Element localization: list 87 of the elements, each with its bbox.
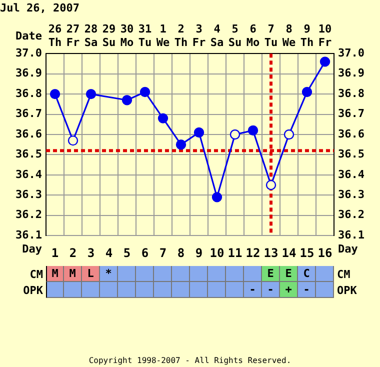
x-tick-label: 5 Su [228, 22, 242, 49]
y-tick-label: 36.6 [16, 127, 42, 140]
x2-tick-label: 13 [264, 246, 278, 260]
x-tick-label: 3 Fr [192, 22, 206, 49]
point [212, 192, 222, 202]
x-tick-label: 8 We [282, 22, 296, 49]
x2-tick-label: 4 [105, 246, 113, 260]
text: C [303, 267, 310, 280]
y2-tick-label: 36.4 [338, 168, 365, 181]
x2-tick-label: 9 [195, 246, 203, 260]
point [302, 86, 312, 98]
category-label: CM [30, 268, 43, 280]
chart-title: Jul 26, 2007 [0, 1, 80, 14]
y2-tick-label: 36.9 [338, 66, 364, 80]
x2-tick-label: 1 [51, 246, 59, 260]
point [158, 113, 168, 124]
x2-tick-label: 6 [141, 246, 149, 260]
text: Copyright 1998-2007 - All Rights Reserved. [88, 356, 292, 365]
y2-tick-label: 37.0 [338, 46, 364, 60]
text: * [105, 267, 112, 280]
x-tick-label: 27 Fr [66, 22, 80, 49]
text: + [285, 283, 292, 296]
x-tick-label: 9 Th [300, 22, 314, 49]
y-tick-label: 36.1 [16, 228, 42, 242]
point [50, 88, 60, 100]
y-tick-label: 36.8 [16, 86, 42, 100]
x-tick-label: 28 Sa [84, 22, 98, 49]
text: E [267, 267, 274, 280]
x2-tick-label: 14 [282, 246, 296, 260]
x-tick-label: 7 Tu [264, 22, 278, 49]
x2-tick-label: 10 [210, 246, 224, 260]
point [86, 88, 96, 100]
y-tick-label: 36.5 [16, 148, 42, 161]
x2-tick-label: 7 [159, 246, 167, 260]
x2-tick-label: 16 [318, 246, 332, 260]
y-tick-label: 36.9 [16, 66, 42, 80]
text: E [285, 267, 292, 280]
text: M [69, 267, 76, 280]
y2-tick-label: 36.8 [338, 86, 364, 100]
x-tick-label: 2 Th [174, 22, 188, 49]
x-tick-label: 6 Mo [246, 22, 260, 49]
point [266, 180, 276, 190]
point [230, 129, 240, 140]
y-tick-label: 36.4 [16, 168, 42, 181]
text: - [249, 283, 256, 296]
x2-tick-label: 5 [123, 246, 131, 260]
x-tick-label: 31 Tu [138, 22, 152, 49]
text: L [87, 267, 94, 280]
text: M [52, 267, 58, 280]
point [140, 86, 150, 98]
x-tick-label: 1 We [156, 22, 170, 49]
x-tick-label: 29 Su [102, 22, 116, 49]
text: - [303, 283, 310, 296]
x2-tick-label: 12 [246, 246, 260, 260]
y2-tick-label: 36.1 [338, 228, 365, 242]
y2-tick-label: 36.7 [338, 107, 364, 120]
text: Day [22, 242, 42, 256]
x-tick-label: 4 Sa [210, 22, 224, 49]
x2-tick-label: 8 [177, 246, 185, 260]
y-tick-label: 36.3 [16, 188, 42, 202]
point [194, 127, 204, 138]
x2-tick-label: 11 [228, 246, 242, 260]
x-tick-label: 26 Th [48, 22, 62, 49]
x2-axis-title: Day [338, 242, 358, 256]
x-tick-label: 30 Mo [120, 22, 134, 49]
y2-tick-label: 36.6 [338, 127, 365, 140]
point [320, 56, 330, 67]
category-label: OPK [337, 284, 357, 296]
x2-tick-label: 15 [300, 246, 314, 260]
y2-tick-label: 36.5 [338, 148, 364, 161]
point [68, 135, 78, 146]
y-tick-label: 36.7 [16, 107, 42, 120]
y-tick-label: 37.0 [16, 46, 42, 60]
point [248, 125, 258, 136]
x2-tick-label: 2 [69, 246, 77, 260]
x-axis-title: Date [16, 29, 42, 42]
category-label: OPK [23, 284, 43, 296]
x-tick-label: 10 Fr [318, 22, 332, 49]
text: - [267, 283, 274, 296]
point [176, 140, 186, 150]
category-label: CM [337, 268, 350, 280]
y-tick-label: 36.2 [16, 208, 42, 222]
point [284, 129, 294, 140]
y2-tick-label: 36.2 [338, 208, 364, 222]
y2-tick-label: 36.3 [338, 188, 364, 202]
x2-tick-label: 3 [87, 246, 95, 260]
point [122, 95, 132, 106]
